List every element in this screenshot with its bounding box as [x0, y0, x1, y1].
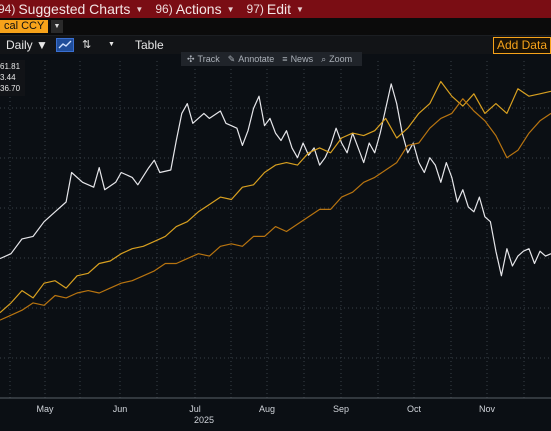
caret-down-icon: ▼ [296, 4, 304, 14]
series-line-3 [0, 98, 551, 321]
series-line-2 [0, 80, 551, 314]
suggested-charts-menu[interactable]: 94) Suggested Charts ▼ [0, 1, 143, 17]
news-icon: ≡ [282, 54, 288, 64]
menu-label: Actions [175, 1, 222, 17]
chevron-down-icon[interactable]: ▼ [108, 41, 115, 48]
chart-series [0, 80, 551, 321]
currency-selector[interactable]: cal CCY [0, 20, 49, 33]
x-axis: May Jun Jul Aug Sep Oct Nov 2025 [0, 397, 551, 425]
pencil-icon: ✎ [227, 53, 236, 64]
news-button[interactable]: News [290, 54, 314, 64]
chart-tools-bar: ✣ Track ✎ Annotate ≡ News ⌕ Zoom [181, 52, 362, 66]
actions-menu[interactable]: 96) Actions ▼ [155, 1, 234, 17]
price-chart[interactable]: May Jun Jul Aug Sep Oct Nov 2025 [0, 53, 551, 431]
edit-menu[interactable]: 97) Edit ▼ [247, 1, 304, 17]
x-tick-label: Jun [113, 404, 128, 414]
x-tick-label: Aug [259, 404, 275, 414]
track-button[interactable]: Track [197, 54, 220, 64]
currency-row: cal CCY ▼ [0, 18, 551, 35]
legend-values: 61.81 3.44 36.70 [0, 60, 25, 96]
caret-down-icon: ▼ [226, 4, 235, 14]
menu-number: 94) [0, 2, 16, 16]
zoom-icon: ⌕ [321, 53, 327, 64]
add-data-button[interactable]: Add Data [492, 37, 551, 54]
zoom-button[interactable]: Zoom [329, 54, 353, 64]
chevron-down-icon[interactable]: ▼ [51, 20, 63, 33]
x-tick-label: Jul [189, 404, 201, 414]
annotate-button[interactable]: Annotate [238, 54, 275, 64]
legend-value: 3.44 [0, 73, 16, 82]
table-button[interactable]: Table [135, 38, 164, 52]
menu-number: 96) [155, 2, 173, 16]
legend-value: 61.81 [0, 62, 21, 71]
menu-label: Suggested Charts [18, 1, 131, 17]
x-tick-label: Sep [333, 404, 349, 414]
x-tick-label: Nov [479, 404, 496, 414]
chart-grid [0, 61, 551, 398]
line-chart-icon[interactable] [56, 38, 74, 52]
x-tick-label: Oct [407, 404, 422, 414]
caret-down-icon: ▼ [135, 4, 144, 14]
legend-value: 36.70 [0, 84, 21, 93]
crosshair-icon: ✣ [187, 53, 195, 64]
menu-label: Edit [266, 1, 291, 17]
chart-toolbar: Daily ▼ ⇅ ▼ Table Add Data [0, 35, 551, 54]
menu-number: 97) [246, 2, 264, 16]
candles-icon[interactable]: ⇅ [82, 39, 92, 51]
x-tick-label: May [36, 404, 54, 414]
x-year-label: 2025 [194, 415, 214, 425]
menu-bar: 94) Suggested Charts ▼ 96) Actions ▼ 97)… [0, 0, 551, 18]
period-dropdown[interactable]: Daily ▼ [6, 38, 48, 52]
series-line-1 [0, 83, 551, 277]
